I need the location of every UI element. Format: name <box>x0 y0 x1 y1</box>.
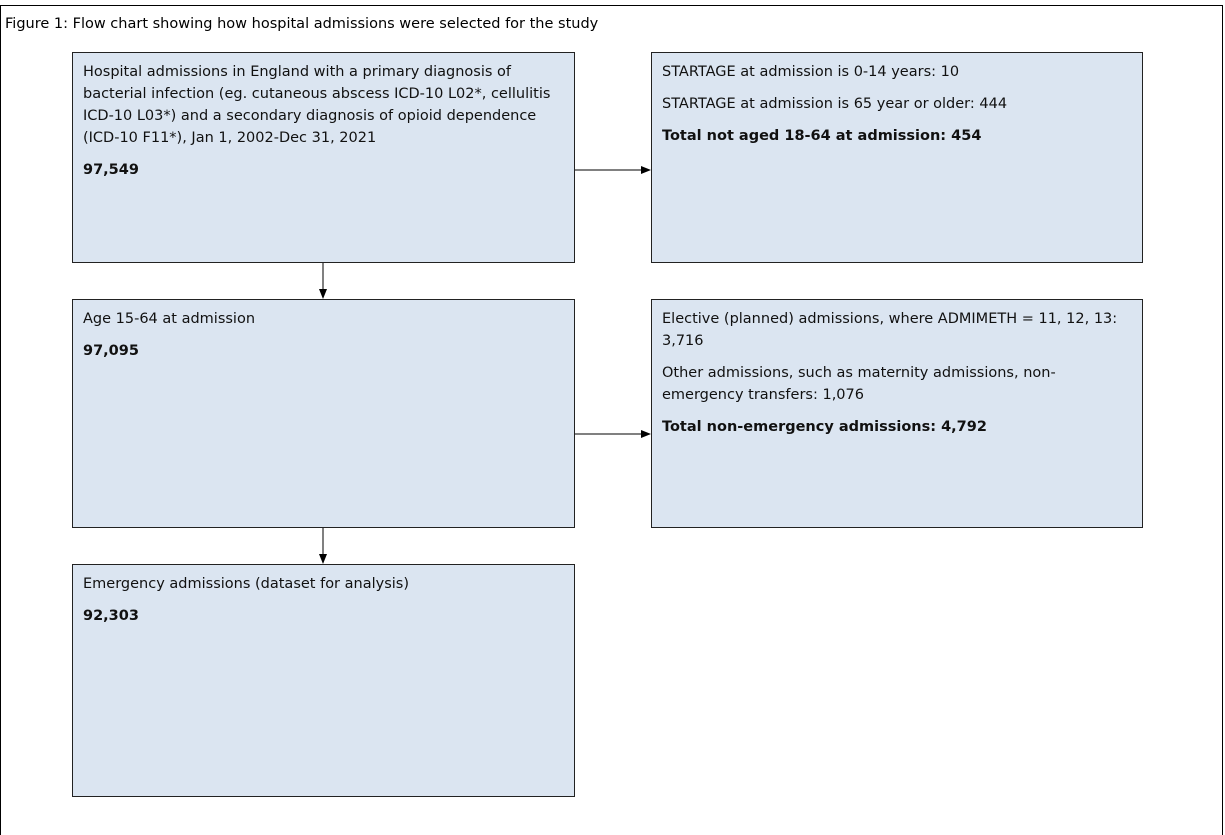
step-text: Age 15-64 at admission <box>83 311 256 327</box>
exclusion-item: Elective (planned) admissions, where ADM… <box>662 311 1118 349</box>
exclusion-box: STARTAGE at admission is 0-14 years: 10 … <box>651 52 1143 263</box>
step-box: Hospital admissions in England with a pr… <box>72 52 575 263</box>
exclusion-item: Other admissions, such as maternity admi… <box>662 365 1056 403</box>
figure-frame <box>0 5 1223 835</box>
exclusion-total: Total not aged 18-64 at admission: 454 <box>662 128 982 144</box>
step-box: Age 15-64 at admission 97,095 <box>72 299 575 528</box>
figure-title: Figure 1: Flow chart showing how hospita… <box>5 16 599 32</box>
step-count: 97,095 <box>83 343 139 359</box>
exclusion-box: Elective (planned) admissions, where ADM… <box>651 299 1143 528</box>
step-count: 92,303 <box>83 608 139 624</box>
step-text: Hospital admissions in England with a pr… <box>83 64 551 146</box>
exclusion-item: STARTAGE at admission is 65 year or olde… <box>662 96 1008 112</box>
step-count: 97,549 <box>83 162 139 178</box>
step-box: Emergency admissions (dataset for analys… <box>72 564 575 797</box>
exclusion-item: STARTAGE at admission is 0-14 years: 10 <box>662 64 960 80</box>
exclusion-total: Total non-emergency admissions: 4,792 <box>662 419 987 435</box>
step-text: Emergency admissions (dataset for analys… <box>83 576 409 592</box>
